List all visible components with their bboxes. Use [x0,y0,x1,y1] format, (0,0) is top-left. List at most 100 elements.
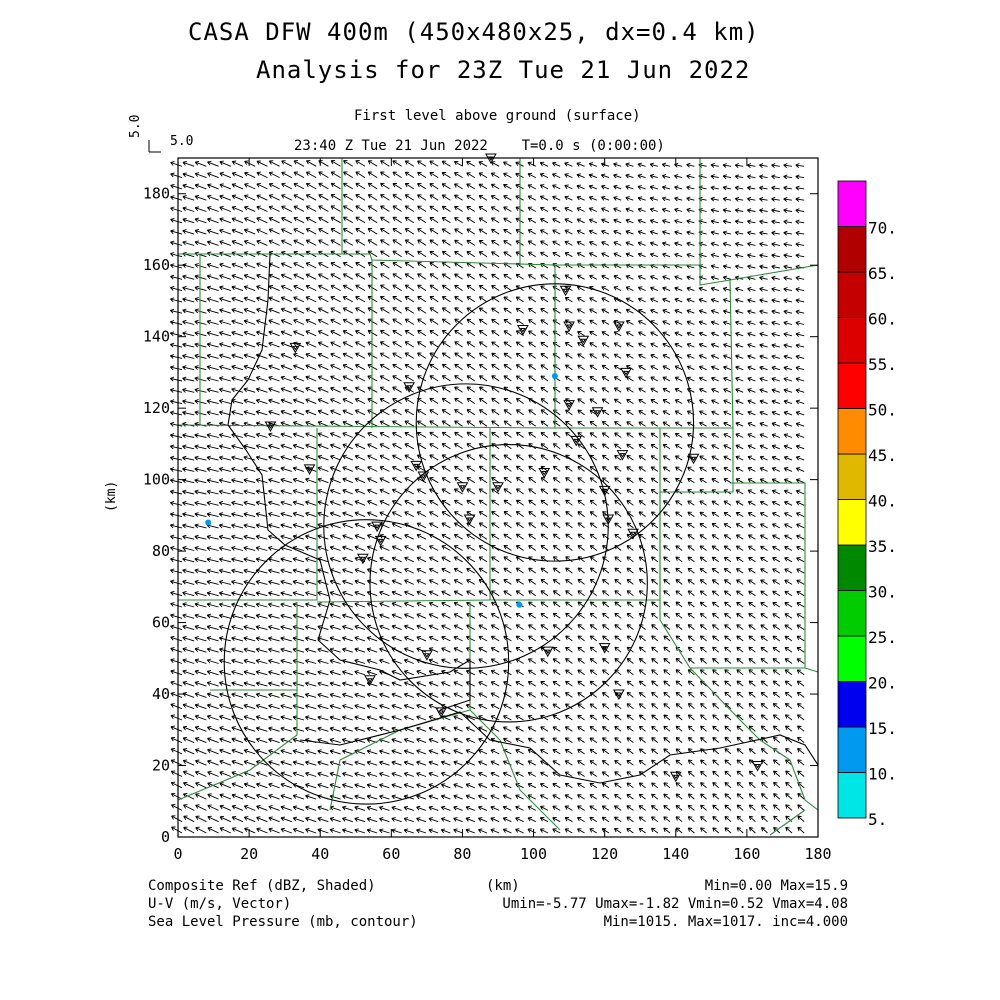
station-marker-icon [559,285,572,297]
station-marker-icon [563,400,575,411]
station-marker-icon [598,485,611,497]
colorbar-segment [837,180,867,227]
colorbar-segment [837,317,867,364]
reflectivity-point [516,601,523,608]
axis-ticks [177,158,819,838]
station-marker-icon [264,421,277,433]
station-marker-icon [371,521,383,533]
reflectivity-point [205,519,212,526]
y-tick-label: 0 [161,828,170,846]
y-tick-label: 80 [152,542,170,560]
station-marker-icon [751,761,764,772]
x-tick-label: 180 [804,845,831,863]
colorbar-segment [837,726,867,773]
x-tick-label: 20 [240,845,258,863]
station-marker-icon [570,435,583,447]
x-axis-label: (km) [486,878,520,894]
y-tick-label: 20 [152,757,170,775]
station-marker-icon [563,321,575,332]
footer-field-wind: U-V (m/s, Vector) [148,896,292,912]
reflectivity-point [551,372,558,379]
station-marker-icon [364,675,376,686]
plot-frame [177,157,819,838]
county-line [329,602,471,811]
x-tick-label: 160 [733,845,760,863]
colorbar-label: 35. [868,537,897,556]
station-marker-icon [538,467,551,479]
colorbar-label: 65. [868,264,897,283]
colorbar-segment [837,271,867,318]
pressure-contour [299,711,819,784]
colorbar-label: 40. [868,492,897,511]
colorbar-label: 30. [868,583,897,602]
colorbar-segment [837,772,867,819]
station-marker-icon [669,771,682,783]
wind-vectors [169,160,805,834]
county-line [804,667,819,673]
footer-pressure-range: Min=1015. Max=1017. inc=4.000 [603,914,848,930]
colorbar-label: 55. [868,355,897,374]
colorbar-segment [837,590,867,637]
colorbar-segment [837,635,867,682]
county-line [210,602,298,691]
chart-subtitle-analysis: Analysis for 23Z Tue 21 Jun 2022 [256,56,751,84]
county-line [178,253,700,266]
footer-wind-range: Umin=-5.77 Umax=-1.82 Vmin=0.52 Vmax=4.0… [502,896,848,912]
footer-field-reflectivity: Composite Ref (dBZ, Shaded) [148,878,376,894]
county-line [659,482,806,669]
county-boundaries [177,158,819,836]
colorbar-label: 20. [868,674,897,693]
colorbar-label: 60. [868,310,897,329]
colorbar-segment [837,226,867,273]
county-line [177,690,298,801]
pressure-contour [227,253,471,711]
station-marker-icon [289,342,302,354]
station-marker-icon [602,514,615,525]
y-tick-label: 40 [152,685,170,703]
colorbar-label: 10. [868,765,897,784]
station-marker-icon [517,325,529,336]
wind-vector-field [169,160,805,834]
radar-range-ring [415,283,695,562]
colorbar-segment [837,362,867,409]
y-tick-label: 60 [152,614,170,632]
colorbar-label: 5. [868,810,887,829]
station-marker-icon [456,482,469,493]
county-line [660,279,734,493]
county-line [769,809,806,836]
colorbar-segment [837,681,867,728]
x-tick-label: 140 [662,845,689,863]
y-tick-label: 180 [143,185,170,203]
colorbar-label: 45. [868,446,897,465]
county-line [469,709,561,831]
footer-field-pressure: Sea Level Pressure (mb, contour) [148,914,418,930]
station-marker-icon [620,367,632,379]
station-marker-icon [687,453,700,465]
station-marker-icon [303,464,316,475]
colorbar-segment [837,544,867,591]
station-marker-icon [613,689,625,701]
station-marker-icon [616,450,629,461]
station-marker-icon [577,335,590,347]
county-line [178,428,318,601]
station-marker-icon [403,382,415,393]
colorbar-segment [837,453,867,500]
x-tick-label: 80 [453,845,471,863]
y-tick-label: 120 [143,399,170,417]
x-tick-label: 60 [382,845,400,863]
x-tick-label: 100 [520,845,547,863]
station-marker-icon [421,650,433,661]
y-tick-label: 160 [143,256,170,274]
station-marker-icon [627,528,639,540]
colorbar-label: 25. [868,628,897,647]
county-line [759,739,819,811]
colorbar-segment [837,499,867,546]
station-marker-icon [435,707,447,718]
colorbar-label: 70. [868,219,897,238]
station-marker-icon [357,553,369,565]
level-label: First level above ground (surface) [354,108,641,124]
x-tick-label: 120 [591,845,618,863]
county-line [177,424,733,429]
